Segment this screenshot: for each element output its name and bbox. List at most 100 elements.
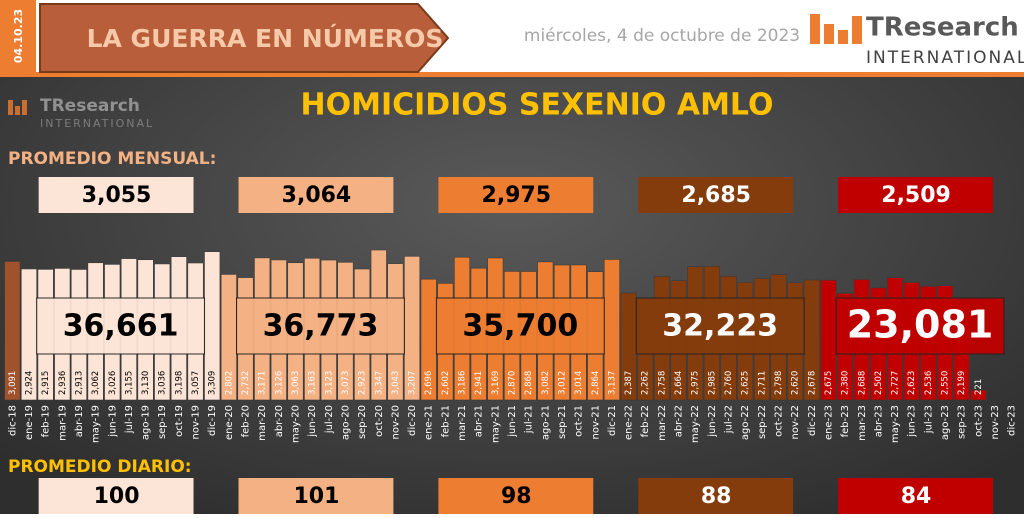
monthly-avg: 2,975 <box>482 183 552 208</box>
daily-avg: 88 <box>701 484 732 509</box>
bar-label: 2,732 <box>241 371 251 395</box>
x-tick-label: jun-21 <box>507 405 518 438</box>
x-tick-label: abr-19 <box>74 405 85 437</box>
total: 35,700 <box>462 309 578 344</box>
x-tick-label: oct-19 <box>174 405 185 437</box>
chart-logo: TResearch INTERNATIONAL <box>8 96 154 130</box>
x-tick-label: ene-21 <box>424 405 435 440</box>
x-tick-label: nov-20 <box>390 405 401 439</box>
x-tick-label: abr-23 <box>873 405 884 437</box>
bar-label: 3,309 <box>208 371 218 395</box>
bar-label: 2,696 <box>424 371 434 395</box>
bar-label: 3,347 <box>374 371 384 395</box>
x-tick-label: ene-22 <box>624 405 635 440</box>
bar-label: 2,620 <box>791 371 801 395</box>
x-tick-label: may-20 <box>290 405 301 443</box>
x-tick-label: oct-21 <box>574 405 585 437</box>
x-tick-label: sep-21 <box>557 405 568 439</box>
x-tick-label: sep-22 <box>757 405 768 439</box>
daily-box <box>238 478 394 514</box>
bar-label: 2,262 <box>641 371 651 395</box>
x-tick-label: sep-19 <box>157 405 168 439</box>
bar-label: 2,623 <box>907 371 917 395</box>
bar-label: 3,036 <box>158 371 168 395</box>
total-box <box>835 297 1005 355</box>
x-tick-label: jun-20 <box>307 405 318 438</box>
x-tick-label: jul-20 <box>324 405 335 434</box>
x-tick-label: feb-23 <box>840 405 851 437</box>
x-tick-label: ago-23 <box>940 405 951 440</box>
bar-label: 2,802 <box>224 371 234 395</box>
x-tick-label: dic-20 <box>407 405 418 436</box>
bar-label: 3,198 <box>174 371 184 395</box>
daily-box <box>438 478 594 514</box>
bar-label: 3,091 <box>8 371 18 395</box>
logo-bar <box>810 14 820 44</box>
bar-label: 2,975 <box>691 371 701 395</box>
x-tick-label: jun-19 <box>107 405 118 438</box>
total: 32,223 <box>662 309 778 344</box>
monthly-box <box>438 177 594 213</box>
x-tick-label: ene-20 <box>224 405 235 440</box>
x-tick-label: ene-19 <box>24 405 35 440</box>
daily-avg: 101 <box>293 484 339 509</box>
x-tick-label: jun-23 <box>907 405 918 438</box>
bar-label: 3,169 <box>491 371 501 395</box>
x-tick-label: nov-19 <box>191 405 202 439</box>
x-tick-label: oct-22 <box>773 405 784 437</box>
x-tick-label: mar-20 <box>257 405 268 441</box>
x-tick-label: mar-21 <box>457 405 468 441</box>
bar-label: 3,063 <box>291 371 301 395</box>
bar-label: 221 <box>974 379 984 395</box>
bar-label: 3,163 <box>308 371 318 395</box>
date-tag: 04.10.23 <box>12 9 25 63</box>
x-tick-label: dic-22 <box>807 405 818 436</box>
logo-bar <box>838 30 848 44</box>
x-tick-label: may-19 <box>91 405 102 443</box>
monthly-box <box>638 177 794 213</box>
logo-name: TResearch <box>866 13 1019 43</box>
bar-label: 3,171 <box>258 371 268 395</box>
bar-label: 2,387 <box>624 371 634 395</box>
plot: 3,091 dic-18 2,924 ene-19 2,915 feb-19 2,936 ma… <box>4 177 1018 514</box>
monthly-label: PROMEDIO MENSUAL: <box>8 149 216 169</box>
bar-label: 2,868 <box>524 371 534 395</box>
bar-label: 2,798 <box>774 371 784 395</box>
bar-label: 3,012 <box>557 371 567 395</box>
x-tick-label: jul-23 <box>923 405 934 434</box>
x-tick-label: may-21 <box>490 405 501 443</box>
bar-label: 3,062 <box>91 371 101 395</box>
x-tick-label: feb-22 <box>640 405 651 437</box>
header-date: miércoles, 4 de octubre de 2023 <box>524 26 800 46</box>
date-tag-box <box>0 0 36 72</box>
logo: TResearch INTERNATIONAL <box>810 13 1024 68</box>
bar-label: 2,664 <box>674 371 684 395</box>
bar-label: 2,380 <box>841 371 851 395</box>
daily-avg: 100 <box>94 484 140 509</box>
logo-sub: INTERNATIONAL <box>40 117 154 130</box>
x-tick-label: mar-23 <box>857 405 868 441</box>
daily-box <box>38 478 194 514</box>
bar-label: 2,675 <box>824 371 834 395</box>
x-tick-label: sep-23 <box>957 405 968 439</box>
logo-sub: INTERNATIONAL <box>866 48 1024 68</box>
bar-label: 3,123 <box>324 371 334 395</box>
bar-label: 2,985 <box>707 371 717 395</box>
bar <box>4 261 21 401</box>
x-tick-label: nov-21 <box>590 405 601 439</box>
banner-title: LA GUERRA EN NÚMEROS <box>87 23 444 53</box>
daily-avg: 84 <box>901 484 932 509</box>
bar-label: 2,550 <box>941 371 951 395</box>
x-tick-label: jul-21 <box>524 405 535 434</box>
x-tick-label: jul-19 <box>124 405 135 434</box>
bar-label: 3,082 <box>541 371 551 395</box>
x-tick-label: abr-22 <box>674 405 685 437</box>
x-tick-label: dic-18 <box>7 405 18 436</box>
bar-label: 2,864 <box>591 371 601 395</box>
bar-label: 2,941 <box>474 371 484 395</box>
bar-label: 2,602 <box>441 371 451 395</box>
total-box <box>36 297 206 355</box>
x-tick-label: ago-20 <box>340 405 351 440</box>
